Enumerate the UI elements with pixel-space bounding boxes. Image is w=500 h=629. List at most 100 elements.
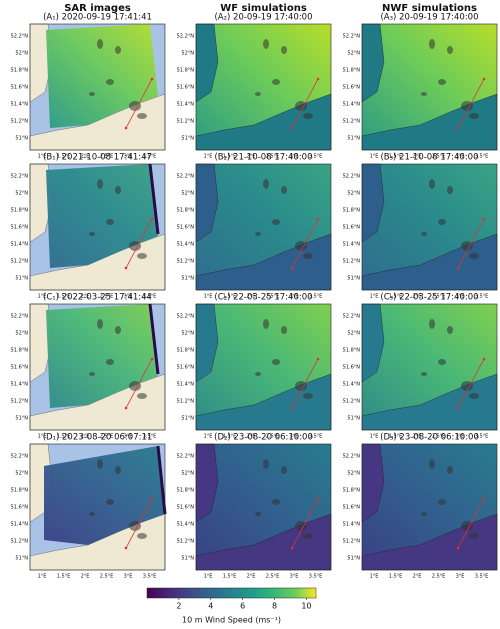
transect-end [456, 266, 460, 270]
lon-label: 2°E [81, 434, 90, 440]
lat-label: 51.2°N [11, 119, 29, 125]
lon-label: 1.5°E [389, 294, 403, 300]
transect-end [482, 357, 486, 361]
transect-end [482, 497, 486, 501]
lon-label: 2°E [247, 574, 256, 580]
transect [291, 358, 319, 409]
column-title: WF simulations [220, 3, 307, 14]
lon-label: 3.5°E [309, 294, 323, 300]
map-panel [361, 163, 498, 291]
lon-label: 2.5°E [266, 434, 280, 440]
wind-farm [461, 101, 473, 111]
wind-farm [438, 359, 446, 365]
lon-label: 1°E [38, 294, 47, 300]
transect-end [290, 266, 294, 270]
lon-label: 2.5°E [100, 574, 114, 580]
lat-label: 51.4°N [177, 382, 195, 388]
lat-label: 51.8°N [343, 348, 361, 354]
transect-end [150, 217, 154, 221]
lon-label: 1.5°E [57, 294, 71, 300]
wind-farm [89, 92, 95, 96]
wind-farm [272, 79, 280, 85]
lat-label: 52°N [347, 331, 360, 337]
wind-farm [421, 512, 427, 516]
lat-label: 51.2°N [343, 539, 361, 545]
lon-label: 2.5°E [266, 574, 280, 580]
lon-label: 2.5°E [100, 434, 114, 440]
lat-label: 51.6°N [177, 85, 195, 91]
lat-label: 51.2°N [343, 399, 361, 405]
wind-farm [281, 46, 287, 54]
lat-label: 51.6°N [11, 365, 29, 371]
wind-farm [106, 359, 114, 365]
lat-label: 51.8°N [343, 68, 361, 74]
wind-farm [255, 92, 261, 96]
lat-label: 51°N [15, 556, 28, 562]
lon-label: 3°E [290, 434, 299, 440]
lat-label: 52.2°N [343, 454, 361, 460]
transect [125, 498, 153, 549]
lat-label: 51.6°N [11, 85, 29, 91]
panel-label: (B₂) 21-10-08 17:40:00 [214, 153, 312, 163]
lat-label: 51.8°N [177, 348, 195, 354]
map-frame [29, 303, 166, 431]
lat-label: 51°N [181, 136, 194, 142]
transect-end [316, 357, 320, 361]
lat-label: 52.2°N [177, 314, 195, 320]
lat-label: 51.4°N [343, 382, 361, 388]
lat-label: 51°N [181, 416, 194, 422]
lon-label: 1.5°E [223, 434, 237, 440]
lat-label: 51.2°N [177, 399, 195, 405]
wind-farm [115, 326, 121, 334]
lat-label: 52°N [15, 51, 28, 57]
lat-label: 51.8°N [11, 348, 29, 354]
lon-label: 2°E [81, 294, 90, 300]
lat-label: 52°N [181, 51, 194, 57]
wind-farm [255, 512, 261, 516]
lat-label: 51.8°N [11, 68, 29, 74]
wind-farm [438, 219, 446, 225]
map-frame [361, 443, 498, 571]
map-panel [29, 23, 166, 151]
wind-farm [255, 372, 261, 376]
lon-label: 3.5°E [475, 294, 489, 300]
panel-label: (C₂) 22-03-25 17:40:00 [214, 293, 312, 303]
transect [291, 78, 319, 129]
lat-label: 51.6°N [11, 505, 29, 511]
lon-label: 2°E [247, 434, 256, 440]
lon-label: 1°E [370, 154, 379, 160]
lon-label: 1.5°E [223, 154, 237, 160]
wind-farm [97, 179, 103, 189]
lat-label: 52.2°N [343, 314, 361, 320]
wind-farm [263, 39, 269, 49]
lon-label: 3.5°E [143, 294, 157, 300]
lon-label: 1°E [38, 154, 47, 160]
panel-label: (A₁) 2020-09-19 17:41:41 [43, 13, 152, 23]
wind-farm [97, 459, 103, 469]
lat-label: 51.6°N [343, 365, 361, 371]
lon-label: 3.5°E [309, 434, 323, 440]
wind-farm [137, 113, 147, 119]
lat-label: 51°N [347, 416, 360, 422]
lon-label: 2°E [413, 574, 422, 580]
wind-farm [255, 232, 261, 236]
swath-edge [156, 445, 167, 515]
transect [457, 498, 485, 549]
wind-farm [263, 319, 269, 329]
wind-farm [263, 459, 269, 469]
map-frame [29, 23, 166, 151]
lat-label: 52°N [347, 191, 360, 197]
panel-label: (C₃) 22-03-25 17:40:00 [380, 293, 478, 303]
lat-label: 51.6°N [177, 505, 195, 511]
map-panel [361, 23, 498, 151]
wind-farm [295, 521, 307, 531]
map-frame [361, 23, 498, 151]
lon-label: 2°E [247, 294, 256, 300]
panel-label: (A₃) 20-09-19 17:40:00 [380, 13, 478, 23]
lat-label: 51.8°N [11, 208, 29, 214]
transect [125, 358, 153, 409]
swath-edge [148, 303, 160, 375]
lat-label: 51.2°N [177, 119, 195, 125]
lat-label: 52.2°N [11, 454, 29, 460]
